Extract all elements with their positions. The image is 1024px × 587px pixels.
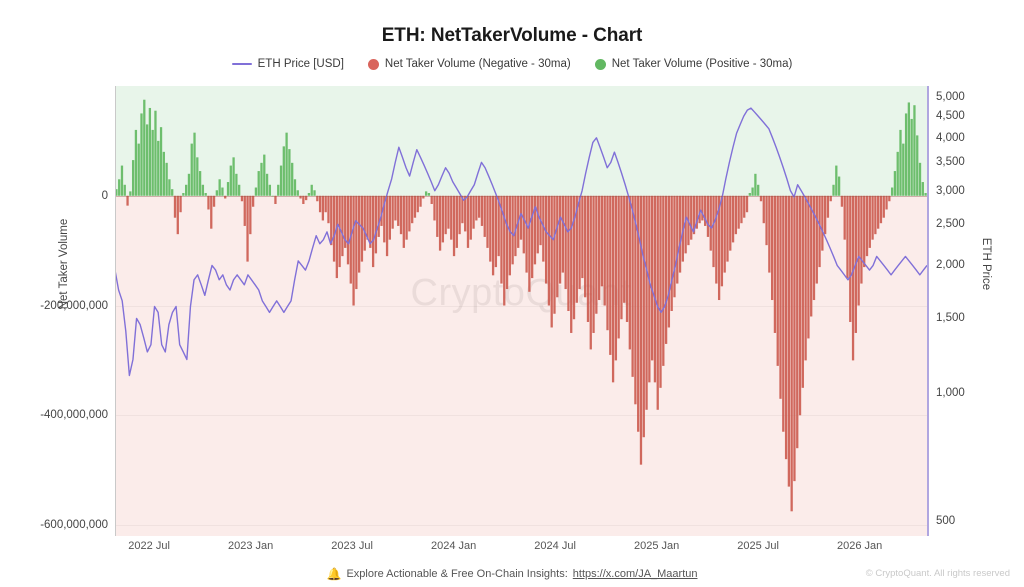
plot-area: CryptoQuant xyxy=(115,86,927,536)
gridline xyxy=(115,305,927,307)
y-axis-right-ticks: 5,000 4,500 4,000 3,500 3,000 2,500 2,000 1,500… xyxy=(936,86,1016,536)
positive-region-band xyxy=(115,86,927,196)
legend-label: Net Taker Volume (Positive - 30ma) xyxy=(611,58,793,70)
chart-legend: ETH Price [USD] Net Taker Volume (Negati… xyxy=(0,58,1024,70)
y-axis-right-tick-label: 3,500 xyxy=(936,156,965,169)
x-axis-tick-label: 2024 Jul xyxy=(534,540,576,552)
x-axis-tick-label: 2023 Jan xyxy=(227,540,274,552)
circle-marker-icon xyxy=(367,58,379,70)
x-axis-tick-label: 2024 Jan xyxy=(430,540,477,552)
y-axis-right-tick-label: 1,000 xyxy=(936,387,965,400)
y-axis-right-line xyxy=(927,86,929,536)
y-axis-left-line xyxy=(115,86,116,536)
footer-text: Explore Actionable & Free On-Chain Insig… xyxy=(346,568,568,580)
legend-item-net-taker-negative[interactable]: Net Taker Volume (Negative - 30ma) xyxy=(367,58,571,70)
x-axis-tick-label: 2026 Jan xyxy=(836,540,883,552)
copyright-text: © CryptoQuant. All rights reserved xyxy=(865,568,1010,579)
y-axis-right-tick-label: 500 xyxy=(936,514,956,527)
gridline xyxy=(115,525,927,527)
y-axis-left-tick-label: -400,000,000 xyxy=(40,409,108,422)
y-axis-right-tick-label: 2,500 xyxy=(936,218,965,231)
legend-item-net-taker-positive[interactable]: Net Taker Volume (Positive - 30ma) xyxy=(594,58,793,70)
circle-marker-icon xyxy=(594,58,606,70)
y-axis-left-ticks: 0 -200,000,000 -400,000,000 -600,000,000 xyxy=(0,86,108,536)
y-axis-right-tick-label: 1,500 xyxy=(936,312,965,325)
y-axis-right-tick-label: 3,000 xyxy=(936,184,965,197)
legend-label: Net Taker Volume (Negative - 30ma) xyxy=(384,58,571,70)
y-axis-right-tick-label: 2,000 xyxy=(936,259,965,272)
net-taker-volume-bars xyxy=(115,86,927,536)
eth-price-line xyxy=(115,86,927,536)
x-axis-tick-label: 2025 Jan xyxy=(633,540,680,552)
x-axis-tick-label: 2022 Jul xyxy=(128,540,170,552)
bell-icon: 🔔 xyxy=(326,567,342,581)
x-axis-ticks: 2022 Jul 2023 Jan 2023 Jul 2024 Jan 2024 Jul… xyxy=(115,540,927,560)
line-marker-icon xyxy=(231,63,252,65)
legend-item-eth-price[interactable]: ETH Price [USD] xyxy=(231,58,344,70)
y-axis-left-tick-label: 0 xyxy=(101,189,108,202)
y-axis-right-tick-label: 4,500 xyxy=(936,110,965,123)
page-title: ETH: NetTakerVolume - Chart xyxy=(381,25,643,46)
legend-label: ETH Price [USD] xyxy=(257,58,344,70)
y-axis-left-tick-label: -200,000,000 xyxy=(40,299,108,312)
y-axis-right-tick-label: 5,000 xyxy=(936,90,965,103)
y-axis-left-tick-label: -600,000,000 xyxy=(40,519,108,532)
gridline xyxy=(115,415,927,417)
y-axis-right-tick-label: 4,000 xyxy=(936,131,965,144)
footer: 🔔 Explore Actionable & Free On-Chain Ins… xyxy=(0,567,1024,581)
zero-line xyxy=(115,195,927,197)
footer-link[interactable]: https://x.com/JA_Maartun xyxy=(572,568,698,580)
x-axis-tick-label: 2023 Jul xyxy=(331,540,373,552)
x-axis-tick-label: 2025 Jul xyxy=(737,540,779,552)
